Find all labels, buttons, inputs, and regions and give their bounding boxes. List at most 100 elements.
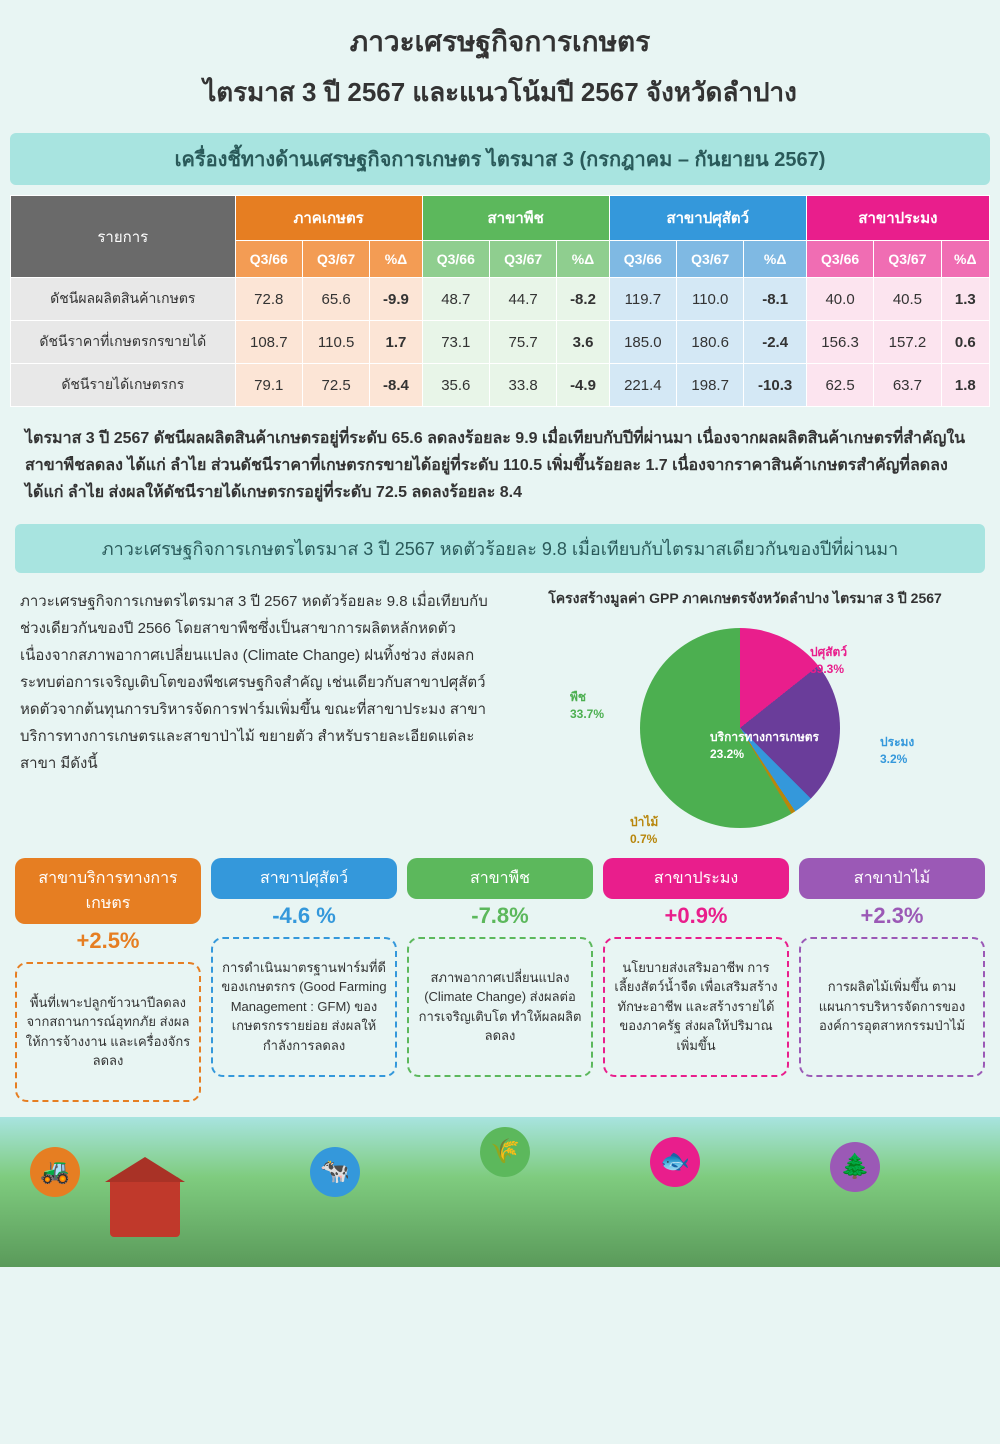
cow-icon: 🐄 <box>310 1147 360 1197</box>
table-cell: -9.9 <box>370 278 422 321</box>
table-cell: 180.6 <box>677 321 744 364</box>
card-body: การดำเนินมาตรฐานฟาร์มที่ดี ของเกษตรกร (G… <box>211 937 397 1077</box>
row-label: ดัชนีรายได้เกษตรกร <box>11 364 236 407</box>
table-cell: 156.3 <box>806 321 873 364</box>
title-line2: ไตรมาส 3 ปี 2567 และแนวโน้มปี 2567 จังหว… <box>10 72 990 113</box>
subcol-header: Q3/67 <box>302 241 369 278</box>
card-title: สาขาประมง <box>603 858 789 899</box>
table-cell: -8.2 <box>557 278 609 321</box>
card-percent: -7.8% <box>407 903 593 929</box>
table-cell: 0.6 <box>941 321 989 364</box>
subcol-header: Q3/66 <box>235 241 302 278</box>
pie-slice-label: พืช33.7% <box>570 688 604 721</box>
row-header-label: รายการ <box>11 196 236 278</box>
card-body: สภาพอากาศเปลี่ยนแปลง (Climate Change) ส่… <box>407 937 593 1077</box>
group-header: สาขาปศุสัตว์ <box>609 196 806 241</box>
subcol-header: %Δ <box>557 241 609 278</box>
table-cell: -4.9 <box>557 364 609 407</box>
table-cell: 72.5 <box>302 364 369 407</box>
table-cell: 73.1 <box>422 321 489 364</box>
subcol-header: %Δ <box>941 241 989 278</box>
mid-text: ภาวะเศรษฐกิจการเกษตรไตรมาส 3 ปี 2567 หดต… <box>20 588 490 848</box>
card-body: นโยบายส่งเสริมอาชีพ การเลี้ยงสัตว์น้ำจืด… <box>603 937 789 1077</box>
subcol-header: Q3/66 <box>422 241 489 278</box>
indicator-table: รายการภาคเกษตรสาขาพืชสาขาปศุสัตว์สาขาประ… <box>0 195 1000 407</box>
table-cell: 48.7 <box>422 278 489 321</box>
group-header: สาขาพืช <box>422 196 609 241</box>
pie-chart-section: โครงสร้างมูลค่า GPP ภาคเกษตรจังหวัดลำปาง… <box>510 588 980 848</box>
sector-card: สาขาบริการทางการเกษตร +2.5% พื้นที่เพาะปลู… <box>15 858 201 1102</box>
tractor-icon: 🚜 <box>30 1147 80 1197</box>
fish-icon: 🐟 <box>650 1137 700 1187</box>
footer-illustration: 🚜 🐄 🌾 🐟 🌲 <box>0 1117 1000 1267</box>
table-cell: 40.0 <box>806 278 873 321</box>
table-cell: -8.4 <box>370 364 422 407</box>
subcol-header: Q3/67 <box>489 241 556 278</box>
table-cell: 44.7 <box>489 278 556 321</box>
subcol-header: Q3/66 <box>609 241 676 278</box>
table-cell: 1.7 <box>370 321 422 364</box>
barn-icon <box>110 1177 180 1237</box>
banner-contraction: ภาวะเศรษฐกิจการเกษตรไตรมาส 3 ปี 2567 หดต… <box>15 524 985 573</box>
card-percent: +2.3% <box>799 903 985 929</box>
card-body: พื้นที่เพาะปลูกข้าวนาปีลดลง จากสถานการณ์… <box>15 962 201 1102</box>
tree-icon: 🌲 <box>830 1142 880 1192</box>
table-cell: -10.3 <box>744 364 807 407</box>
table-cell: 35.6 <box>422 364 489 407</box>
table-cell: 79.1 <box>235 364 302 407</box>
table-cell: 198.7 <box>677 364 744 407</box>
table-cell: 65.6 <box>302 278 369 321</box>
card-title: สาขาบริการทางการเกษตร <box>15 858 201 924</box>
subcol-header: %Δ <box>370 241 422 278</box>
mid-section: ภาวะเศรษฐกิจการเกษตรไตรมาส 3 ปี 2567 หดต… <box>0 588 1000 858</box>
pie-slice-label: ปศุสัตว์39.3% <box>810 643 847 676</box>
card-percent: -4.6 % <box>211 903 397 929</box>
table-cell: -8.1 <box>744 278 807 321</box>
group-header: ภาคเกษตร <box>235 196 422 241</box>
table-cell: 40.5 <box>874 278 941 321</box>
card-percent: +2.5% <box>15 928 201 954</box>
table-cell: 119.7 <box>609 278 676 321</box>
card-title: สาขาปศุสัตว์ <box>211 858 397 899</box>
pie-title: โครงสร้างมูลค่า GPP ภาคเกษตรจังหวัดลำปาง… <box>510 588 980 610</box>
pie-slice-label: บริการทางการเกษตร23.2% <box>710 728 819 761</box>
table-cell: 75.7 <box>489 321 556 364</box>
sector-card: สาขาพืช -7.8% สภาพอากาศเปลี่ยนแปลง (Climat… <box>407 858 593 1102</box>
title-line1: ภาวะเศรษฐกิจการเกษตร <box>10 20 990 64</box>
sector-cards: สาขาบริการทางการเกษตร +2.5% พื้นที่เพาะปลู… <box>0 858 1000 1117</box>
table-cell: 221.4 <box>609 364 676 407</box>
pie-slice-label: ประมง3.2% <box>880 733 914 766</box>
header: ภาวะเศรษฐกิจการเกษตร ไตรมาส 3 ปี 2567 แล… <box>0 0 1000 123</box>
table-cell: 185.0 <box>609 321 676 364</box>
card-title: สาขาป่าไม้ <box>799 858 985 899</box>
table-cell: 1.8 <box>941 364 989 407</box>
card-title: สาขาพืช <box>407 858 593 899</box>
card-body: การผลิตไม้เพิ่มขึ้น ตามแผนการบริหารจัดกา… <box>799 937 985 1077</box>
table-cell: 157.2 <box>874 321 941 364</box>
pie-slice-label: ป่าไม้0.7% <box>630 813 658 846</box>
row-label: ดัชนีผลผลิตสินค้าเกษตร <box>11 278 236 321</box>
table-cell: 63.7 <box>874 364 941 407</box>
sector-card: สาขาป่าไม้ +2.3% การผลิตไม้เพิ่มขึ้น ตามแผ… <box>799 858 985 1102</box>
table-cell: 110.0 <box>677 278 744 321</box>
table-cell: 110.5 <box>302 321 369 364</box>
card-percent: +0.9% <box>603 903 789 929</box>
banner-indicators: เครื่องชี้ทางด้านเศรษฐกิจการเกษตร ไตรมาส… <box>10 133 990 185</box>
table-cell: -2.4 <box>744 321 807 364</box>
table-cell: 33.8 <box>489 364 556 407</box>
group-header: สาขาประมง <box>806 196 989 241</box>
table-cell: 62.5 <box>806 364 873 407</box>
table-cell: 72.8 <box>235 278 302 321</box>
subcol-header: Q3/67 <box>677 241 744 278</box>
summary-paragraph: ไตรมาส 3 ปี 2567 ดัชนีผลผลิตสินค้าเกษตรอ… <box>0 407 1000 519</box>
subcol-header: Q3/66 <box>806 241 873 278</box>
row-label: ดัชนีราคาที่เกษตรกรขายได้ <box>11 321 236 364</box>
pie-wrap: ปศุสัตว์39.3% บริการทางการเกษตร23.2% ประมง… <box>510 618 980 848</box>
sector-card: สาขาประมง +0.9% นโยบายส่งเสริมอาชีพ การเลี… <box>603 858 789 1102</box>
subcol-header: Q3/67 <box>874 241 941 278</box>
wheat-icon: 🌾 <box>480 1127 530 1177</box>
subcol-header: %Δ <box>744 241 807 278</box>
sector-card: สาขาปศุสัตว์ -4.6 % การดำเนินมาตรฐานฟาร์มท… <box>211 858 397 1102</box>
table-cell: 1.3 <box>941 278 989 321</box>
table-cell: 108.7 <box>235 321 302 364</box>
